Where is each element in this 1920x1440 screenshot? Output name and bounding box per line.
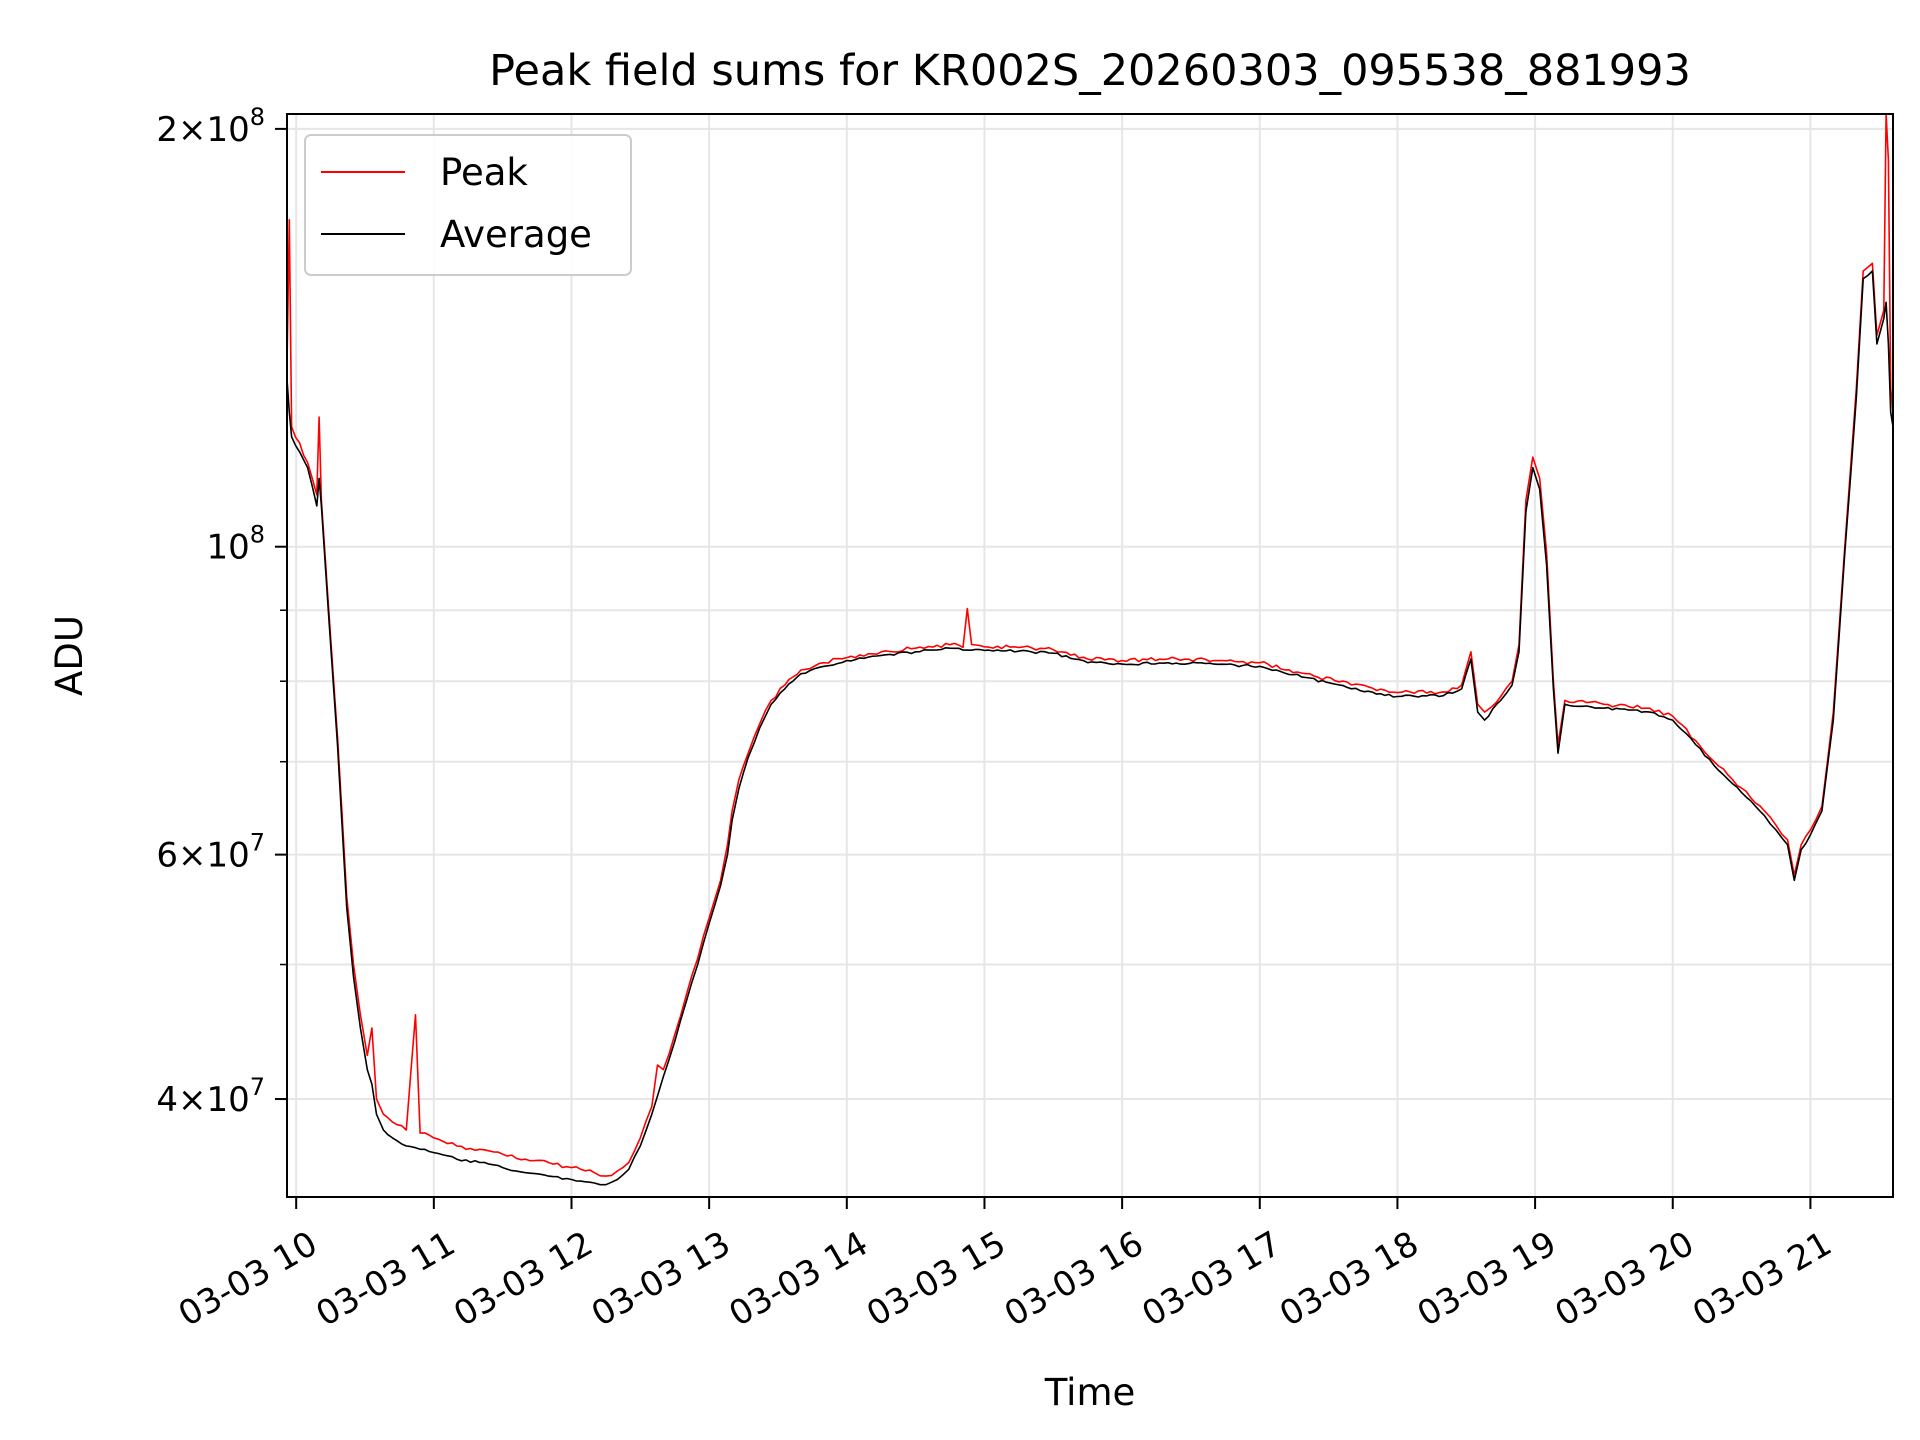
- series-line-average: [286, 270, 1894, 1186]
- grid: [287, 114, 1893, 1197]
- y-tick-base: 10: [206, 836, 249, 876]
- y-tick-times: ×: [178, 110, 207, 150]
- series-line-peak: [286, 113, 1894, 1177]
- y-tick-mantissa: 4: [156, 1080, 178, 1120]
- y-tick-label: 2×108: [156, 103, 265, 150]
- x-axis-title: Time: [1044, 1371, 1136, 1414]
- legend-label-average: Average: [440, 213, 592, 256]
- y-axis-title: ADU: [48, 615, 91, 696]
- y-tick-base: 10: [206, 110, 249, 150]
- legend-label-peak: Peak: [440, 151, 528, 194]
- y-tick-exponent: 7: [250, 1073, 265, 1101]
- y-tick-label: 108: [206, 521, 265, 568]
- y-tick-base: 10: [206, 528, 249, 568]
- y-tick-mantissa: 6: [156, 836, 178, 876]
- y-tick-exponent: 8: [250, 521, 265, 549]
- legend-box: [304, 134, 632, 276]
- plot-area-frame: [286, 113, 1894, 1198]
- chart-title: Peak field sums for KR002S_20260303_0955…: [489, 46, 1691, 96]
- y-tick-base: 10: [206, 1080, 249, 1120]
- y-tick-exponent: 7: [250, 829, 265, 857]
- series-layer: [286, 113, 1894, 1186]
- y-tick-mantissa: 2: [156, 110, 178, 150]
- y-tick-exponent: 8: [250, 103, 265, 131]
- y-tick-label: 4×107: [156, 1073, 265, 1120]
- y-tick-times: ×: [178, 836, 207, 876]
- y-tick-times: ×: [178, 1080, 207, 1120]
- legend: Peak Average: [304, 134, 632, 276]
- y-tick-label: 6×107: [156, 829, 265, 876]
